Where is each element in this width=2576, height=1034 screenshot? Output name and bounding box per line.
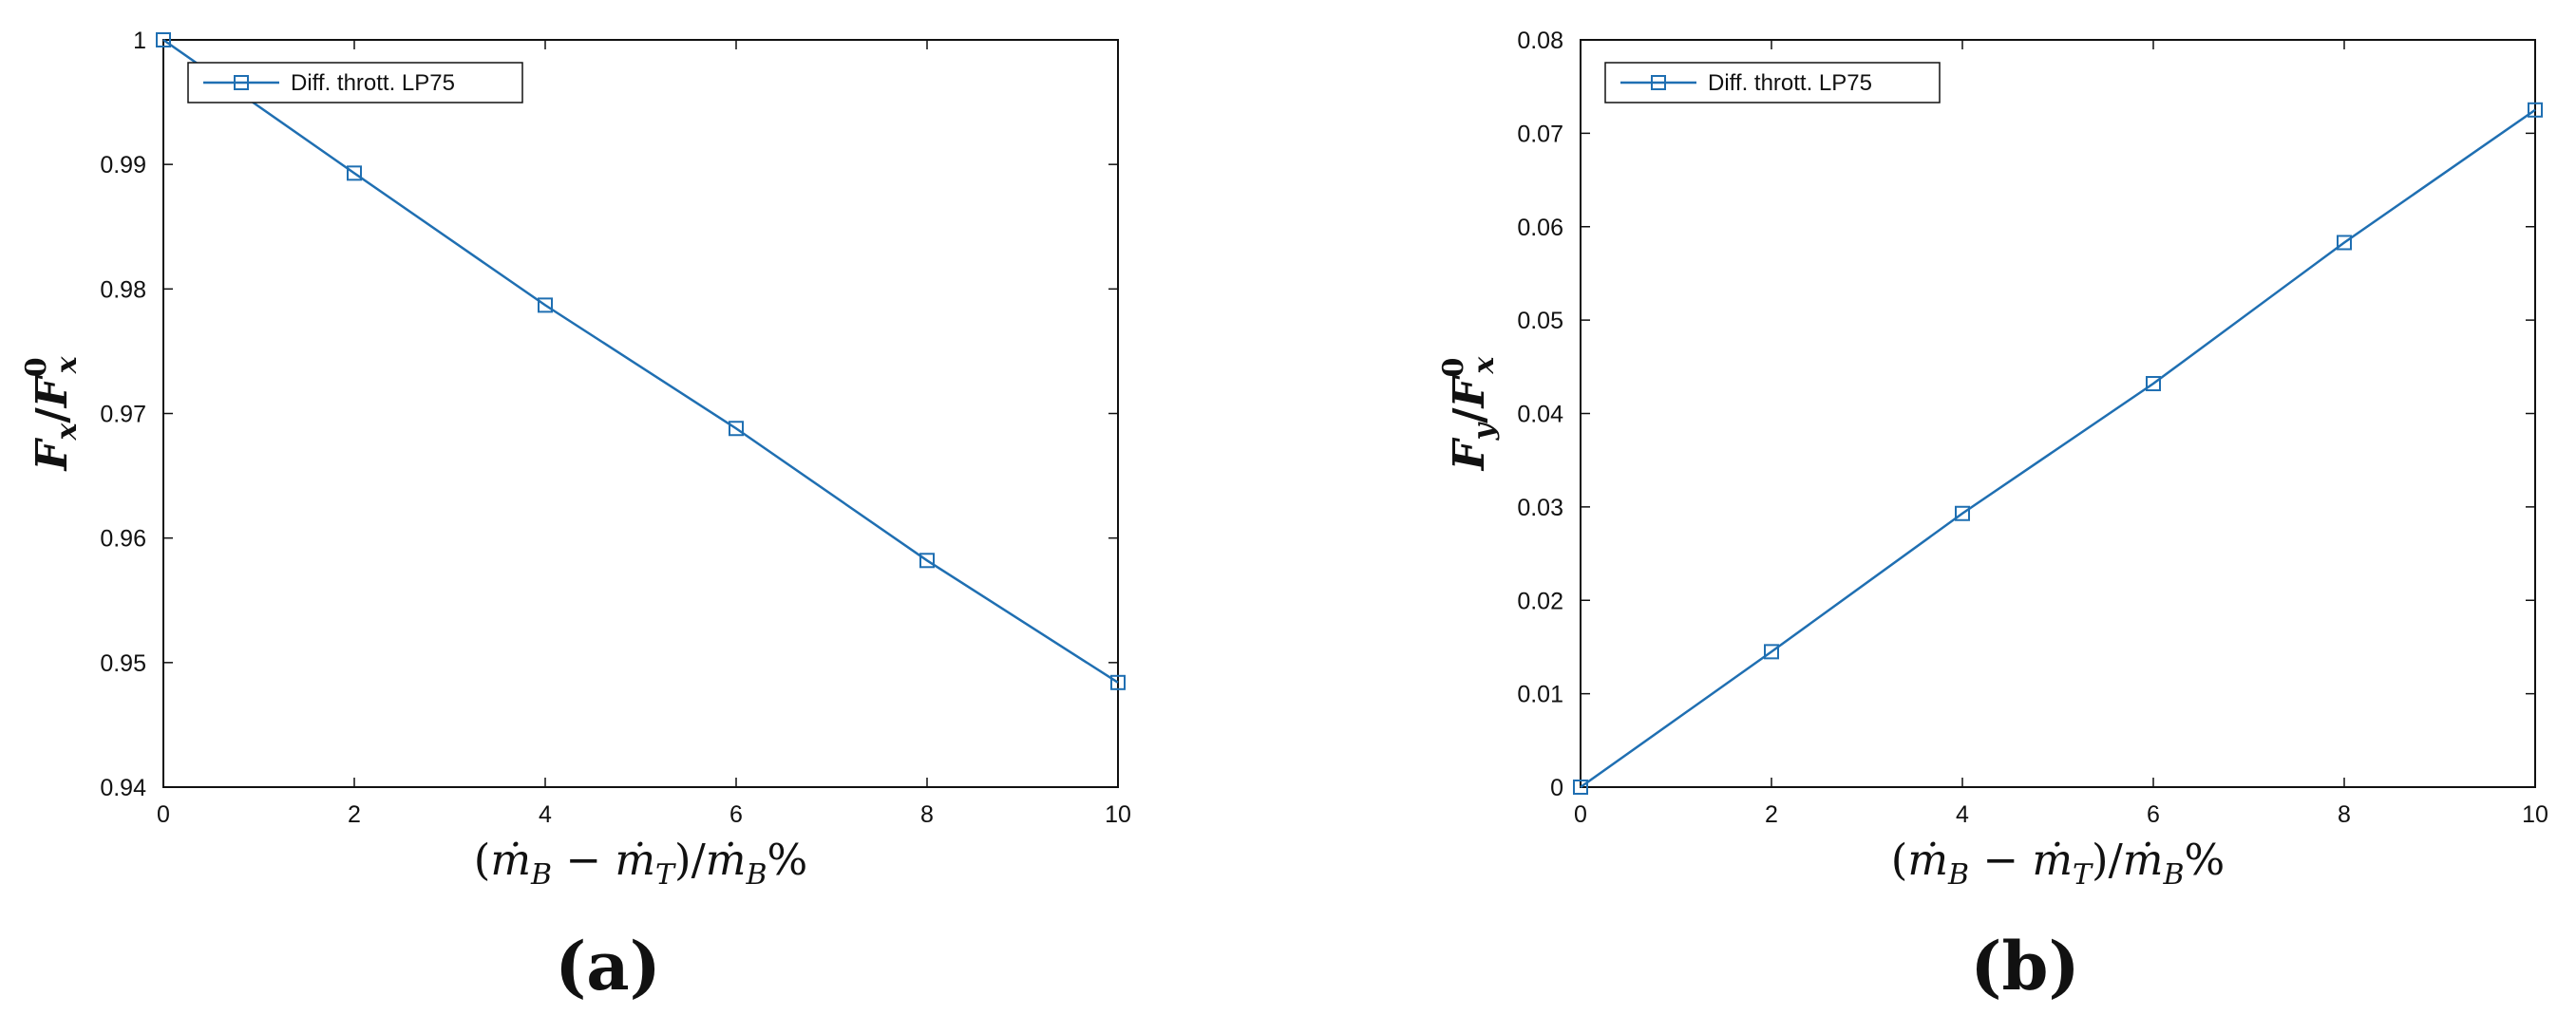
x-tick-label: 10 bbox=[2522, 801, 2548, 828]
x-tick-label: 6 bbox=[2147, 801, 2160, 828]
data-point-marker bbox=[1955, 505, 1970, 521]
series-line bbox=[162, 38, 1119, 684]
y-tick-label: 1 bbox=[133, 28, 146, 54]
y-tick-label: 0.02 bbox=[1517, 588, 1563, 614]
y-tick-label: 0.04 bbox=[1517, 402, 1563, 428]
data-point-marker bbox=[2528, 102, 2543, 118]
y-tick-label: 0.99 bbox=[100, 152, 146, 179]
y-tick-label: 0.96 bbox=[100, 526, 146, 553]
data-point-marker bbox=[156, 32, 171, 47]
y-tick-label: 0.95 bbox=[100, 650, 146, 677]
x-tick-label: 0 bbox=[1574, 801, 1587, 828]
data-point-marker bbox=[1573, 780, 1588, 795]
data-point-marker bbox=[1110, 674, 1126, 690]
panel-label: (a) bbox=[555, 927, 661, 1006]
y-axis-label: Fy/F0x bbox=[1437, 356, 1501, 473]
x-axis-label: (ṁB − ṁT)/ṁB% bbox=[1891, 835, 2226, 892]
legend-marker-sample bbox=[234, 75, 249, 90]
y-axis-label: Fx/F0x bbox=[20, 355, 84, 472]
plot-area bbox=[1580, 39, 2536, 788]
y-tick-label: 0.94 bbox=[100, 775, 146, 801]
legend-label: Diff. thrott. LP75 bbox=[1708, 70, 1872, 96]
x-tick-label: 10 bbox=[1105, 801, 1131, 828]
x-tick-label: 0 bbox=[157, 801, 170, 828]
y-tick-label: 0.03 bbox=[1517, 495, 1563, 521]
data-point-marker bbox=[347, 165, 362, 181]
chart-panel-2: 0 2 4 6 8 10 0 0.01 0.02 0.03 0.04 0.05 0.06 0.07 0.08… bbox=[1437, 28, 2548, 1006]
data-point-marker bbox=[2337, 235, 2352, 251]
data-point-marker bbox=[919, 553, 935, 569]
x-tick-label: 4 bbox=[539, 801, 552, 828]
legend-label: Diff. thrott. LP75 bbox=[291, 70, 455, 96]
y-tick-label: 0.06 bbox=[1517, 215, 1563, 241]
x-tick-label: 2 bbox=[348, 801, 361, 828]
series-line bbox=[1580, 108, 2536, 789]
x-tick-label: 6 bbox=[729, 801, 743, 828]
x-axis-label: (ṁB − ṁT)/ṁB% bbox=[474, 835, 808, 892]
legend-marker-sample bbox=[1651, 75, 1666, 90]
y-tick-label: 0.08 bbox=[1517, 28, 1563, 54]
data-point-marker bbox=[538, 297, 553, 313]
data-point-marker bbox=[2146, 376, 2161, 392]
y-tick-label: 0.01 bbox=[1517, 682, 1563, 708]
x-tick-label: 8 bbox=[920, 801, 934, 828]
chart-panel-1: 0 2 4 6 8 10 0.94 0.95 0.96 0.97 0.98 0.99 1 Diff. th… bbox=[20, 28, 1131, 1006]
plot-area bbox=[162, 39, 1119, 788]
x-tick-label: 4 bbox=[1956, 801, 1969, 828]
x-tick-label: 2 bbox=[1765, 801, 1778, 828]
y-tick-label: 0.07 bbox=[1517, 121, 1563, 147]
y-tick-label: 0 bbox=[1550, 775, 1563, 801]
data-point-marker bbox=[1764, 644, 1779, 660]
data-point-marker bbox=[729, 421, 744, 437]
x-tick-label: 8 bbox=[2338, 801, 2351, 828]
y-tick-label: 0.05 bbox=[1517, 308, 1563, 334]
panel-label: (b) bbox=[1970, 927, 2079, 1006]
y-tick-label: 0.97 bbox=[100, 402, 146, 428]
y-tick-label: 0.98 bbox=[100, 276, 146, 303]
